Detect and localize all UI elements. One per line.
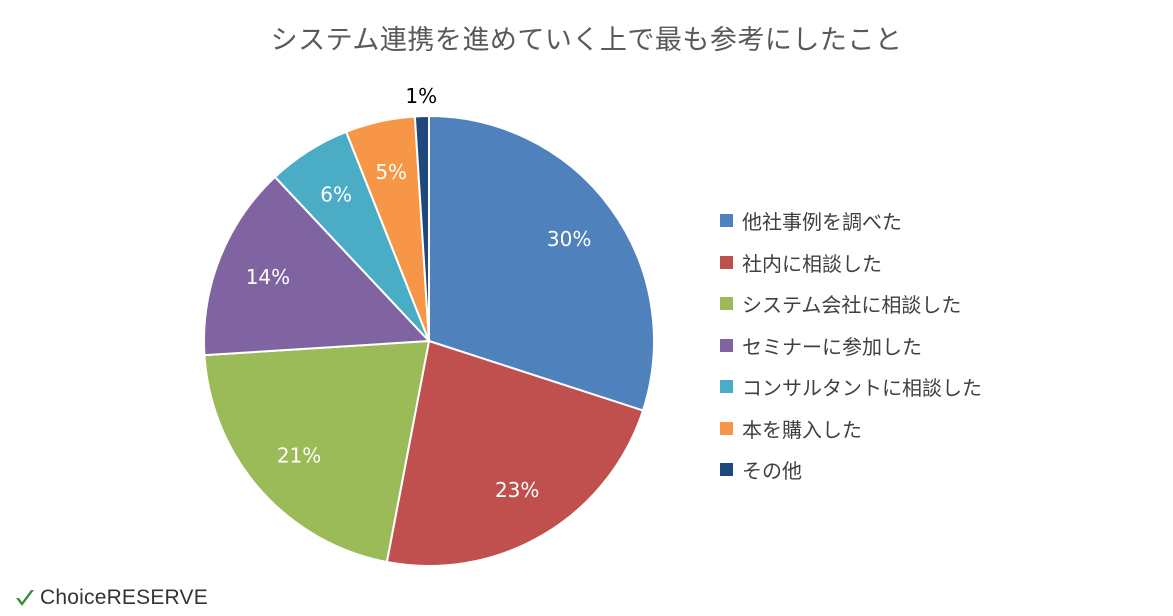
pie-slice-4: [203, 175, 432, 357]
data-label-2: 23%: [495, 478, 539, 502]
legend-swatch: [720, 297, 733, 311]
legend-swatch: [720, 421, 733, 435]
legend-label: コンサルタントに相談した: [742, 376, 982, 401]
legend-label: システム会社に相談した: [742, 293, 962, 318]
legend-label: その他: [742, 459, 802, 484]
legend-item-2: 社内に相談した: [720, 242, 982, 284]
data-label-5: 6%: [320, 183, 352, 207]
pie-slices: [203, 114, 655, 567]
legend-item-4: セミナーに参加した: [720, 325, 982, 367]
legend-label: 他社事例を調べた: [742, 210, 902, 235]
data-label-1: 30%: [547, 227, 591, 251]
brand-logo: ChoiceRESERVE: [14, 586, 208, 610]
checkmark-icon: [16, 590, 34, 606]
legend-item-7: その他: [720, 449, 982, 491]
data-label-4: 14%: [246, 265, 290, 289]
legend-item-1: 他社事例を調べた: [720, 200, 982, 242]
legend-label: セミナーに参加した: [742, 334, 922, 359]
pie-slice-1: [428, 114, 655, 412]
legend-swatch: [720, 214, 733, 228]
pie-slice-7: [413, 114, 430, 342]
data-label-3: 21%: [277, 444, 321, 468]
legend-swatch: [720, 255, 733, 269]
pie-slice-2: [385, 339, 645, 567]
legend-label: 本を購入した: [742, 417, 862, 442]
chart-title: システム連携を進めていく上で最も参考にしたこと: [270, 25, 903, 56]
legend-label: 社内に相談した: [742, 251, 882, 276]
legend-item-5: コンサルタントに相談した: [720, 366, 982, 408]
legend-swatch: [720, 338, 733, 352]
data-label-7: 1%: [405, 84, 437, 108]
legend-item-6: 本を購入した: [720, 408, 982, 450]
legend-item-3: システム会社に相談した: [720, 283, 982, 325]
data-label-6: 5%: [375, 160, 407, 184]
pie-slice-3: [203, 339, 431, 564]
brand-name: ChoiceRESERVE: [40, 586, 208, 609]
pie-data-labels: 30% 23% 21% 14% 6% 5% 1%: [246, 84, 592, 502]
chart-legend: 他社事例を調べた 社内に相談したシステム会社に相談した セミナーに参加したコンサルタ…: [720, 200, 982, 491]
legend-swatch: [720, 463, 733, 477]
legend-swatch: [720, 380, 733, 394]
